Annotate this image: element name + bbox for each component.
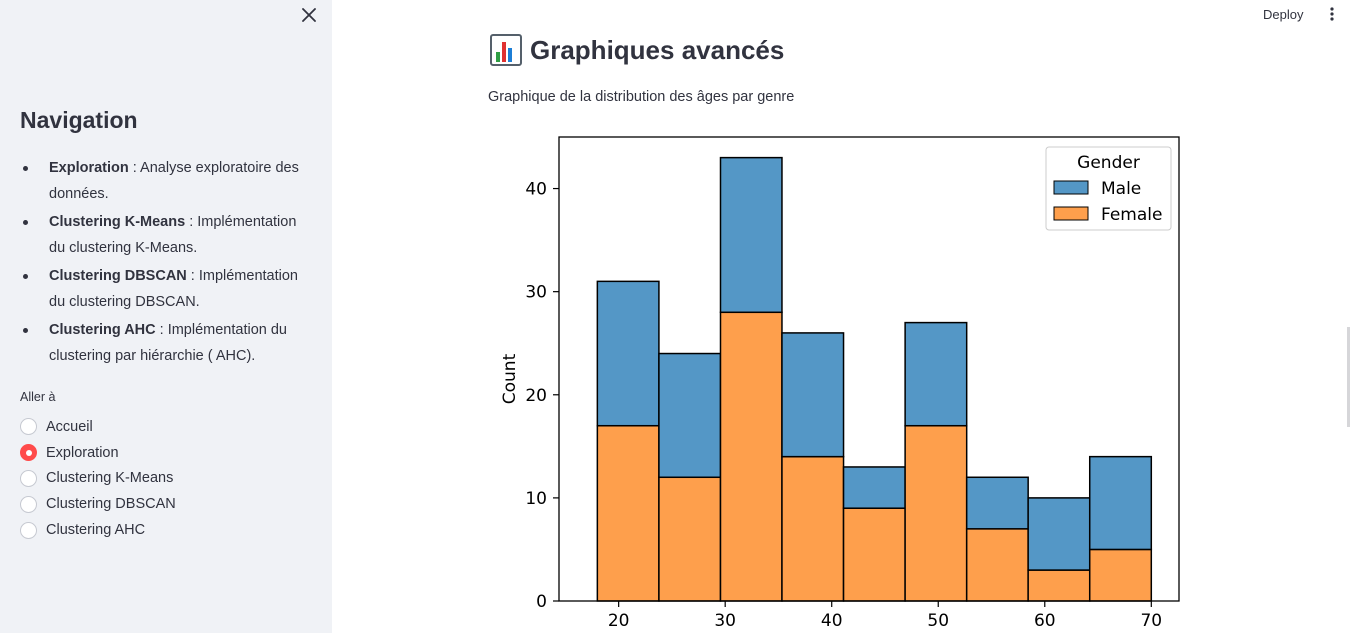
x-tick-label: 40 xyxy=(821,611,843,631)
radio-accueil[interactable]: Accueil xyxy=(20,414,176,440)
histogram-svg: 0 10 20 30 40 20 30 40 50 60 70 Count Gender Male Fema… xyxy=(500,136,1180,631)
legend-swatch xyxy=(1053,206,1089,221)
bar-female xyxy=(1088,548,1153,602)
bar-female xyxy=(781,455,845,602)
page-title-text: Graphiques avancés xyxy=(530,34,785,65)
legend-swatch xyxy=(1053,180,1089,195)
list-item-text: : Analyse exploratoire des données. xyxy=(49,160,299,202)
age-distribution-chart: 0 10 20 30 40 20 30 40 50 60 70 Count Gender Male Fema… xyxy=(490,128,1190,633)
y-tick-label: 30 xyxy=(525,283,547,303)
radio-circle-icon[interactable] xyxy=(20,418,37,436)
nav-description-list: Exploration : Analyse exploratoire des d… xyxy=(20,155,310,371)
close-icon xyxy=(302,8,316,22)
list-item-text: : Implémentation du clustering DBSCAN. xyxy=(49,268,298,310)
list-item-title: Clustering AHC xyxy=(49,322,156,338)
y-tick-label: 10 xyxy=(525,489,547,509)
main-scrollbar[interactable] xyxy=(1347,327,1350,427)
bar-female xyxy=(658,476,722,602)
bar-female xyxy=(719,311,783,602)
radio-clustering-ahc[interactable]: Clustering AHC xyxy=(20,517,176,543)
page-radio-group: Accueil Exploration Clustering K-Means C… xyxy=(20,414,176,543)
list-item: Clustering DBSCAN : Implémentation du cl… xyxy=(20,263,310,315)
y-tick-label: 0 xyxy=(536,592,547,612)
radio-label[interactable]: Exploration xyxy=(46,444,119,461)
list-item-text: : Implémentation du clustering par hiéra… xyxy=(49,322,287,364)
list-item-title: Clustering DBSCAN xyxy=(49,268,187,284)
legend-title: Gender xyxy=(1077,153,1140,173)
bar-male xyxy=(719,156,783,314)
bar-male xyxy=(781,332,845,458)
sidebar-title: Navigation xyxy=(20,107,138,133)
radio-label[interactable]: Accueil xyxy=(46,418,93,435)
bar-male xyxy=(904,321,968,427)
bar-male xyxy=(1088,455,1153,551)
list-item: Clustering AHC : Implémentation du clust… xyxy=(20,317,310,369)
x-tick-label: 50 xyxy=(927,611,949,631)
bar-female xyxy=(904,424,968,602)
page-title: Graphiques avancés xyxy=(490,34,784,66)
radio-group-label: Aller à xyxy=(20,390,56,404)
sidebar: Navigation Exploration : Analyse explora… xyxy=(0,0,332,633)
bullet-icon xyxy=(23,274,28,279)
legend-label: Female xyxy=(1101,205,1162,225)
deploy-button[interactable]: Deploy xyxy=(1263,6,1304,22)
plot-frame xyxy=(558,136,1180,602)
list-item-title: Clustering K-Means xyxy=(49,214,186,230)
radio-exploration[interactable]: Exploration xyxy=(20,440,176,466)
main-menu-button[interactable] xyxy=(1322,4,1342,24)
more-vertical-icon xyxy=(1330,7,1334,21)
radio-clustering-kmeans[interactable]: Clustering K-Means xyxy=(20,466,176,492)
x-tick-label: 60 xyxy=(1034,611,1056,631)
bar-male xyxy=(596,280,660,427)
y-axis-label: Count xyxy=(500,353,520,404)
radio-circle-icon[interactable] xyxy=(20,469,37,487)
x-tick-label: 70 xyxy=(1140,611,1162,631)
bar-female xyxy=(842,507,906,602)
list-item: Exploration : Analyse exploratoire des d… xyxy=(20,155,310,207)
list-item-text: : Implémentation du clustering K-Means. xyxy=(49,214,297,256)
bar-female xyxy=(596,424,660,602)
y-tick-label: 40 xyxy=(525,180,547,200)
radio-circle-icon[interactable] xyxy=(20,521,37,539)
radio-label[interactable]: Clustering AHC xyxy=(46,522,146,539)
radio-label[interactable]: Clustering K-Means xyxy=(46,470,174,487)
radio-label[interactable]: Clustering DBSCAN xyxy=(46,496,176,513)
radio-clustering-dbscan[interactable]: Clustering DBSCAN xyxy=(20,491,176,517)
bar-male xyxy=(965,476,1029,530)
bar-male xyxy=(658,352,722,479)
bar-female xyxy=(1027,569,1091,602)
bar-chart-icon xyxy=(490,34,522,66)
radio-circle-selected-icon[interactable] xyxy=(20,444,37,462)
list-item: Clustering K-Means : Implémentation du c… xyxy=(20,209,310,261)
x-tick-label: 20 xyxy=(608,611,630,631)
bullet-icon xyxy=(23,328,28,333)
list-item-title: Exploration xyxy=(49,160,129,176)
bar-female xyxy=(965,528,1029,602)
legend-label: Male xyxy=(1101,179,1141,199)
close-sidebar-button[interactable] xyxy=(298,4,320,26)
chart-caption: Graphique de la distribution des âges pa… xyxy=(488,89,795,105)
y-tick-label: 20 xyxy=(525,386,547,406)
x-tick-label: 30 xyxy=(714,611,736,631)
bullet-icon xyxy=(23,166,28,171)
bar-male xyxy=(1027,497,1091,571)
radio-circle-icon[interactable] xyxy=(20,495,37,513)
bar-male xyxy=(842,466,906,509)
bullet-icon xyxy=(23,220,28,225)
